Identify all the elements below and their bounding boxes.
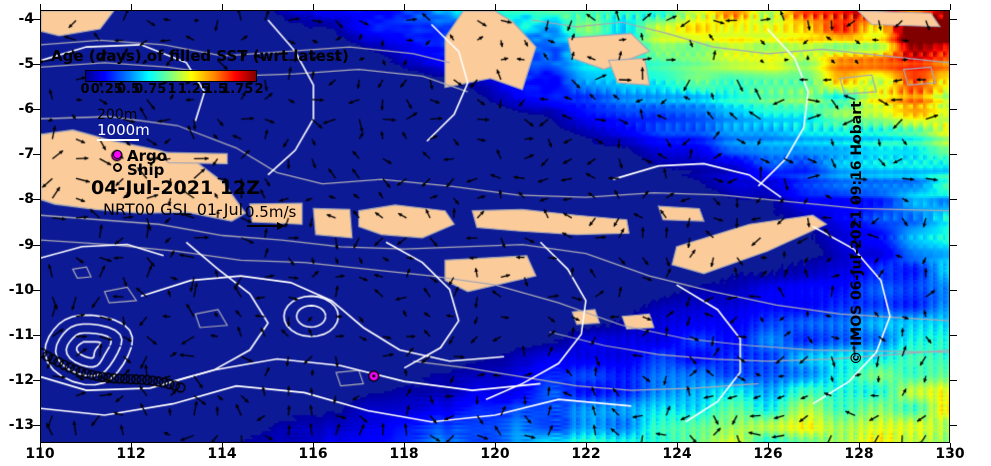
x-tick-label-5: 120 — [480, 446, 510, 462]
y-tick-mark — [33, 424, 40, 426]
colorbar-tick-0: 0 — [80, 82, 90, 97]
y-tick-mark — [33, 19, 40, 21]
x-tick-mark — [222, 443, 223, 449]
y-tick-mark — [33, 109, 40, 111]
y-tick-label-7: -11 — [8, 326, 34, 343]
y-tick-mark — [950, 289, 957, 291]
y-tick-mark — [950, 64, 957, 66]
x-tick-mark — [950, 443, 951, 449]
y-tick-mark — [33, 154, 40, 156]
y-tick-label-3: -7 — [18, 146, 34, 163]
x-tick-label-9: 128 — [844, 446, 874, 462]
x-tick-label-10: 130 — [935, 446, 965, 462]
colorbar-tick-3: 0.75 — [134, 82, 167, 97]
y-tick-mark — [950, 154, 957, 156]
sst-age-raster-canvas — [41, 11, 949, 442]
x-tick-mark — [586, 4, 587, 10]
argo-marker-icon — [113, 150, 122, 159]
colorbar-tick-7: 1.75 — [221, 82, 254, 97]
x-tick-mark — [313, 4, 314, 10]
x-tick-label-1: 112 — [116, 446, 146, 462]
y-tick-mark — [950, 424, 957, 426]
colorbar-tick-1: 0.25 — [90, 82, 123, 97]
x-tick-label-8: 126 — [753, 446, 783, 462]
x-tick-label-7: 124 — [662, 446, 692, 462]
colorbar-tick-8: 2 — [254, 82, 264, 97]
y-tick-mark — [33, 244, 40, 246]
colorbar-tick-2: 0.5 — [116, 82, 141, 97]
colorbar-gradient — [85, 70, 257, 82]
x-tick-mark — [768, 4, 769, 10]
y-tick-mark — [33, 199, 40, 201]
x-tick-mark — [677, 443, 678, 449]
x-tick-label-3: 116 — [298, 446, 328, 462]
y-tick-mark — [33, 64, 40, 66]
isobath-scale-rule — [97, 139, 139, 141]
y-tick-mark — [950, 19, 957, 21]
x-tick-mark — [495, 443, 496, 449]
y-tick-label-5: -9 — [18, 236, 34, 253]
x-tick-mark — [677, 4, 678, 10]
y-tick-label-9: -13 — [8, 416, 34, 433]
x-tick-mark — [404, 443, 405, 449]
x-tick-mark — [131, 4, 132, 10]
y-tick-label-8: -12 — [8, 371, 34, 388]
x-tick-mark — [404, 4, 405, 10]
x-tick-label-4: 118 — [389, 446, 419, 462]
x-tick-mark — [40, 443, 41, 449]
x-tick-label-2: 114 — [207, 446, 237, 462]
y-tick-mark — [33, 379, 40, 381]
colorbar-tick-4: 1 — [167, 82, 177, 97]
y-tick-label-2: -6 — [18, 101, 34, 118]
ship-marker-icon — [113, 163, 122, 172]
y-tick-label-4: -8 — [18, 191, 34, 208]
x-tick-mark — [313, 443, 314, 449]
colorbar-tick-labels: 0 0.25 0.5 0.75 1 1.25 1.5 1.75 2 — [80, 82, 264, 97]
y-tick-mark — [33, 289, 40, 291]
y-tick-mark — [33, 334, 40, 336]
colorbar-tick-6: 1.5 — [203, 82, 228, 97]
vector-scale-arrow-icon — [247, 222, 285, 230]
y-tick-mark — [950, 109, 957, 111]
x-tick-mark — [222, 4, 223, 10]
x-tick-mark — [950, 4, 951, 10]
y-tick-label-6: -10 — [8, 281, 34, 298]
copyright-credit: © IMOS 06-Jul-2021 09:16 Hobart — [849, 101, 866, 365]
x-tick-mark — [768, 443, 769, 449]
colorbar-tick-5: 1.25 — [177, 82, 210, 97]
x-tick-mark — [40, 4, 41, 10]
y-tick-mark — [950, 244, 957, 246]
y-tick-label-0: -4 — [18, 11, 34, 28]
x-tick-mark — [495, 4, 496, 10]
x-tick-label-6: 122 — [571, 446, 601, 462]
x-tick-mark — [859, 4, 860, 10]
x-tick-mark — [859, 443, 860, 449]
y-tick-mark — [950, 334, 957, 336]
y-tick-mark — [950, 199, 957, 201]
y-tick-mark — [950, 379, 957, 381]
x-tick-label-0: 110 — [25, 446, 55, 462]
x-tick-mark — [586, 443, 587, 449]
x-tick-mark — [131, 443, 132, 449]
y-tick-label-1: -5 — [18, 56, 34, 73]
